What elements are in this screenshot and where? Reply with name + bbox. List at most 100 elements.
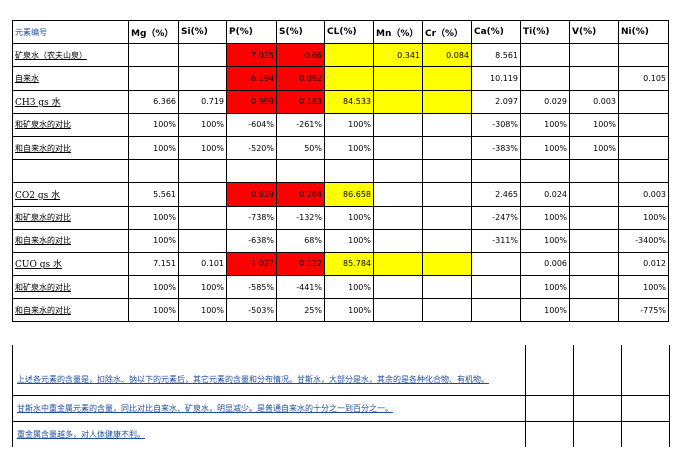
- table-cell: -585%: [226, 275, 277, 300]
- table-cell: [422, 135, 472, 161]
- table-cell: 0.012: [618, 251, 669, 277]
- row-label[interactable]: CO2 gs 水: [12, 182, 129, 207]
- row-label[interactable]: CUO gs 水: [12, 251, 129, 277]
- table-cell: [471, 251, 521, 277]
- table-cell: [422, 228, 472, 253]
- table-cell: [569, 275, 619, 300]
- table-cell: [178, 43, 227, 68]
- table-cell: 100%: [324, 275, 374, 300]
- table-cell: [324, 43, 374, 68]
- table-row: 自来水 6.194 0.092 10.119 0.105: [12, 66, 669, 91]
- table-cell: [178, 205, 227, 230]
- table-cell: [373, 275, 423, 300]
- column-header: S(%): [276, 19, 325, 45]
- table-cell: [373, 205, 423, 230]
- table-cell: 100%: [618, 205, 669, 230]
- table-cell: -261%: [276, 112, 325, 137]
- table-cell: 100%: [520, 298, 570, 323]
- table-cell: [471, 275, 521, 300]
- table-cell: 0.122: [276, 251, 325, 277]
- table-cell: [178, 182, 227, 207]
- table-cell: 0.284: [276, 182, 325, 207]
- header-element-id: 元素编号: [12, 19, 129, 45]
- row-label[interactable]: 和矿泉水的对比: [12, 275, 129, 300]
- table-cell: 100%: [520, 228, 570, 253]
- table-row: 和矿泉水的对比 100% 100% -604% -261% 100% -308% 100% 10…: [12, 112, 669, 137]
- row-label[interactable]: 和自来水的对比: [12, 228, 129, 253]
- table-cell: [422, 275, 472, 300]
- table-cell: 0.003: [569, 89, 619, 114]
- table-cell: 0.029: [520, 89, 570, 114]
- table-cell: [373, 228, 423, 253]
- table-cell: 100%: [324, 205, 374, 230]
- table-cell: [422, 89, 472, 114]
- column-header: CL(%): [324, 19, 374, 45]
- table-cell: 100%: [618, 275, 669, 300]
- table-cell: [128, 159, 179, 184]
- row-label[interactable]: 和矿泉水的对比: [12, 205, 129, 230]
- table-cell: [373, 135, 423, 161]
- row-label[interactable]: 和自来水的对比: [12, 298, 129, 323]
- table-cell: [569, 43, 619, 68]
- table-cell: 68%: [276, 228, 325, 253]
- row-label[interactable]: 和矿泉水的对比: [12, 112, 129, 137]
- table-cell: [373, 112, 423, 137]
- column-header: Ca(%): [471, 19, 521, 45]
- table-cell: [569, 159, 619, 184]
- column-header: Cr（%）: [422, 19, 472, 45]
- table-cell: 0.092: [276, 66, 325, 91]
- table-cell: -738%: [226, 205, 277, 230]
- table-cell: 100%: [178, 112, 227, 137]
- table-cell: 0.999: [226, 89, 277, 114]
- table-cell: 100%: [178, 135, 227, 161]
- table-cell: [569, 228, 619, 253]
- table-cell: 7.151: [128, 251, 179, 277]
- column-header: P(%): [226, 19, 277, 45]
- table-cell: -3400%: [618, 228, 669, 253]
- table-cell: [471, 298, 521, 323]
- table-row: 和自来水的对比 100% 100% -520% 50% 100% -383% 100% 100%: [12, 135, 669, 161]
- table-cell: -311%: [471, 228, 521, 253]
- column-header: Si(%): [178, 19, 227, 45]
- table-cell: -520%: [226, 135, 277, 161]
- table-cell: [178, 66, 227, 91]
- table-cell: 100%: [324, 112, 374, 137]
- table-cell: -441%: [276, 275, 325, 300]
- table-cell: 100%: [128, 205, 179, 230]
- row-label[interactable]: 和自来水的对比: [12, 135, 129, 161]
- table-row: 和矿泉水的对比 100% -738% -132% 100% -247% 100% 100%: [12, 205, 669, 230]
- table-cell: [178, 228, 227, 253]
- table-cell: 1.027: [226, 251, 277, 277]
- column-header: Mn（%）: [373, 19, 423, 45]
- table-cell: [569, 66, 619, 91]
- table-cell: -132%: [276, 205, 325, 230]
- table-cell: 6.194: [226, 66, 277, 91]
- table-cell: -503%: [226, 298, 277, 323]
- table-cell: [373, 66, 423, 91]
- table-cell: 100%: [324, 135, 374, 161]
- row-label[interactable]: 矿泉水（农夫山泉）: [12, 43, 129, 68]
- table-cell: [618, 159, 669, 184]
- table-cell: 7.035: [226, 43, 277, 68]
- row-label[interactable]: CH3 gs 水: [12, 89, 129, 114]
- table-cell: 100%: [128, 135, 179, 161]
- table-cell: 100%: [520, 205, 570, 230]
- table-cell: 100%: [128, 228, 179, 253]
- table-cell: 100%: [520, 135, 570, 161]
- table-cell: [373, 298, 423, 323]
- table-cell: [618, 89, 669, 114]
- table-cell: [618, 43, 669, 68]
- note-line-3: 重金属含量越多，对人体健康不利。: [17, 430, 145, 439]
- table-cell: [520, 66, 570, 91]
- table-cell: [373, 89, 423, 114]
- table-cell: -383%: [471, 135, 521, 161]
- table-cell: 0.719: [178, 89, 227, 114]
- row-label[interactable]: 自来水: [12, 66, 129, 91]
- table-cell: 100%: [324, 298, 374, 323]
- note-line-2: 甘斯水中重金属元素的含量，同比对比自来水、矿泉水，明显减少。是普通自来水的十分之…: [17, 404, 393, 413]
- table-cell: -638%: [226, 228, 277, 253]
- table-cell: 0.084: [422, 43, 472, 68]
- table-row: CH3 gs 水 6.366 0.719 0.999 0.183 84.533 2.097 0…: [12, 89, 669, 114]
- table-cell: [471, 159, 521, 184]
